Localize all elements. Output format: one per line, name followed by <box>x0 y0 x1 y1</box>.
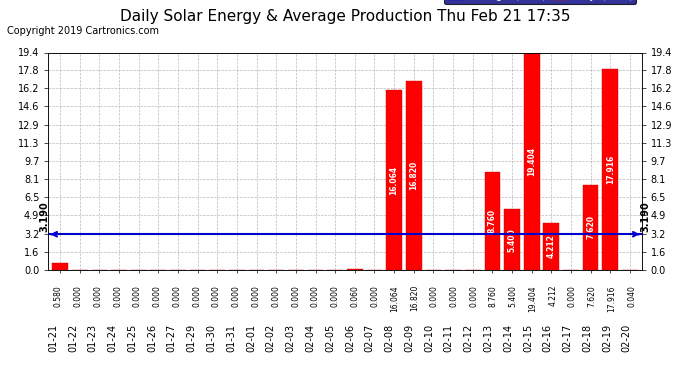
Text: 19.404: 19.404 <box>527 147 536 176</box>
Text: 0.000: 0.000 <box>310 285 320 307</box>
Text: Copyright 2019 Cartronics.com: Copyright 2019 Cartronics.com <box>7 26 159 36</box>
Text: 16.820: 16.820 <box>409 161 418 190</box>
Text: 8.760: 8.760 <box>488 209 497 233</box>
Legend: Average  (kWh), Daily  (kWh): Average (kWh), Daily (kWh) <box>444 0 636 4</box>
Bar <box>52 264 68 270</box>
Text: 7.620: 7.620 <box>586 215 595 239</box>
Text: 02-18: 02-18 <box>582 323 592 352</box>
Text: 0.000: 0.000 <box>331 285 339 307</box>
Text: 0.000: 0.000 <box>251 285 261 307</box>
Bar <box>406 81 422 270</box>
Text: 01-29: 01-29 <box>187 323 197 352</box>
Text: 17.916: 17.916 <box>606 155 615 184</box>
Text: 02-07: 02-07 <box>365 323 375 352</box>
Text: 0.000: 0.000 <box>192 285 201 307</box>
Text: 3.190: 3.190 <box>641 201 651 232</box>
Text: 02-15: 02-15 <box>523 323 533 352</box>
Text: 02-12: 02-12 <box>464 323 473 352</box>
Bar <box>347 269 363 270</box>
Bar <box>386 90 402 270</box>
Text: 0.000: 0.000 <box>568 285 577 307</box>
Text: 0.000: 0.000 <box>449 285 458 307</box>
Text: 02-06: 02-06 <box>345 323 355 352</box>
Text: 02-01: 02-01 <box>246 323 256 352</box>
Text: 0.000: 0.000 <box>93 285 102 307</box>
Text: 0.000: 0.000 <box>212 285 221 307</box>
Text: 0.000: 0.000 <box>271 285 280 307</box>
Text: 01-30: 01-30 <box>206 324 217 351</box>
Text: 02-03: 02-03 <box>286 323 295 352</box>
Bar <box>544 223 559 270</box>
Text: 0.000: 0.000 <box>73 285 83 307</box>
Text: 0.040: 0.040 <box>627 285 636 307</box>
Bar <box>524 53 540 270</box>
Text: Daily Solar Energy & Average Production Thu Feb 21 17:35: Daily Solar Energy & Average Production … <box>120 9 570 24</box>
Text: 02-05: 02-05 <box>325 323 335 352</box>
Text: 0.000: 0.000 <box>152 285 161 307</box>
Text: 02-10: 02-10 <box>424 323 434 352</box>
Text: 4.212: 4.212 <box>548 285 558 306</box>
Text: 01-23: 01-23 <box>88 323 98 352</box>
Text: 01-31: 01-31 <box>226 324 236 351</box>
Text: 16.064: 16.064 <box>390 285 399 312</box>
Text: 02-19: 02-19 <box>602 323 612 352</box>
Text: 8.760: 8.760 <box>489 285 498 307</box>
Text: 16.064: 16.064 <box>390 165 399 195</box>
Text: 0.000: 0.000 <box>232 285 241 307</box>
Text: 3.190: 3.190 <box>39 201 49 232</box>
Text: 02-13: 02-13 <box>484 323 493 352</box>
Text: 01-22: 01-22 <box>68 323 78 352</box>
Text: 5.400: 5.400 <box>508 228 517 252</box>
Text: 16.820: 16.820 <box>410 285 419 311</box>
Bar <box>583 184 598 270</box>
Text: 0.000: 0.000 <box>429 285 439 307</box>
Text: 0.000: 0.000 <box>113 285 122 307</box>
Text: 19.404: 19.404 <box>529 285 538 312</box>
Text: 0.000: 0.000 <box>132 285 142 307</box>
Text: 0.000: 0.000 <box>291 285 300 307</box>
Text: 01-27: 01-27 <box>167 323 177 352</box>
Text: 4.212: 4.212 <box>546 234 556 258</box>
Text: 0.000: 0.000 <box>370 285 380 307</box>
Text: 01-25: 01-25 <box>128 323 137 352</box>
Text: 0.000: 0.000 <box>469 285 478 307</box>
Text: 01-21: 01-21 <box>48 323 58 352</box>
Text: 02-09: 02-09 <box>404 323 414 352</box>
Text: 0.060: 0.060 <box>351 285 359 307</box>
Text: 02-02: 02-02 <box>266 323 276 352</box>
Text: 02-04: 02-04 <box>306 323 315 352</box>
Bar <box>484 172 500 270</box>
Text: 17.916: 17.916 <box>607 285 617 312</box>
Text: 0.000: 0.000 <box>172 285 181 307</box>
Text: 5.400: 5.400 <box>509 285 518 307</box>
Bar <box>504 210 520 270</box>
Text: 02-16: 02-16 <box>543 323 553 352</box>
Text: 02-11: 02-11 <box>444 323 454 352</box>
Text: 01-26: 01-26 <box>147 323 157 352</box>
Text: 02-17: 02-17 <box>562 323 573 352</box>
Text: 7.620: 7.620 <box>588 285 597 307</box>
Text: 02-08: 02-08 <box>384 323 395 352</box>
Text: 02-20: 02-20 <box>622 323 632 352</box>
Text: 02-14: 02-14 <box>503 323 513 352</box>
Text: 0.580: 0.580 <box>54 285 63 307</box>
Text: 01-24: 01-24 <box>108 323 117 352</box>
Bar <box>602 69 618 270</box>
